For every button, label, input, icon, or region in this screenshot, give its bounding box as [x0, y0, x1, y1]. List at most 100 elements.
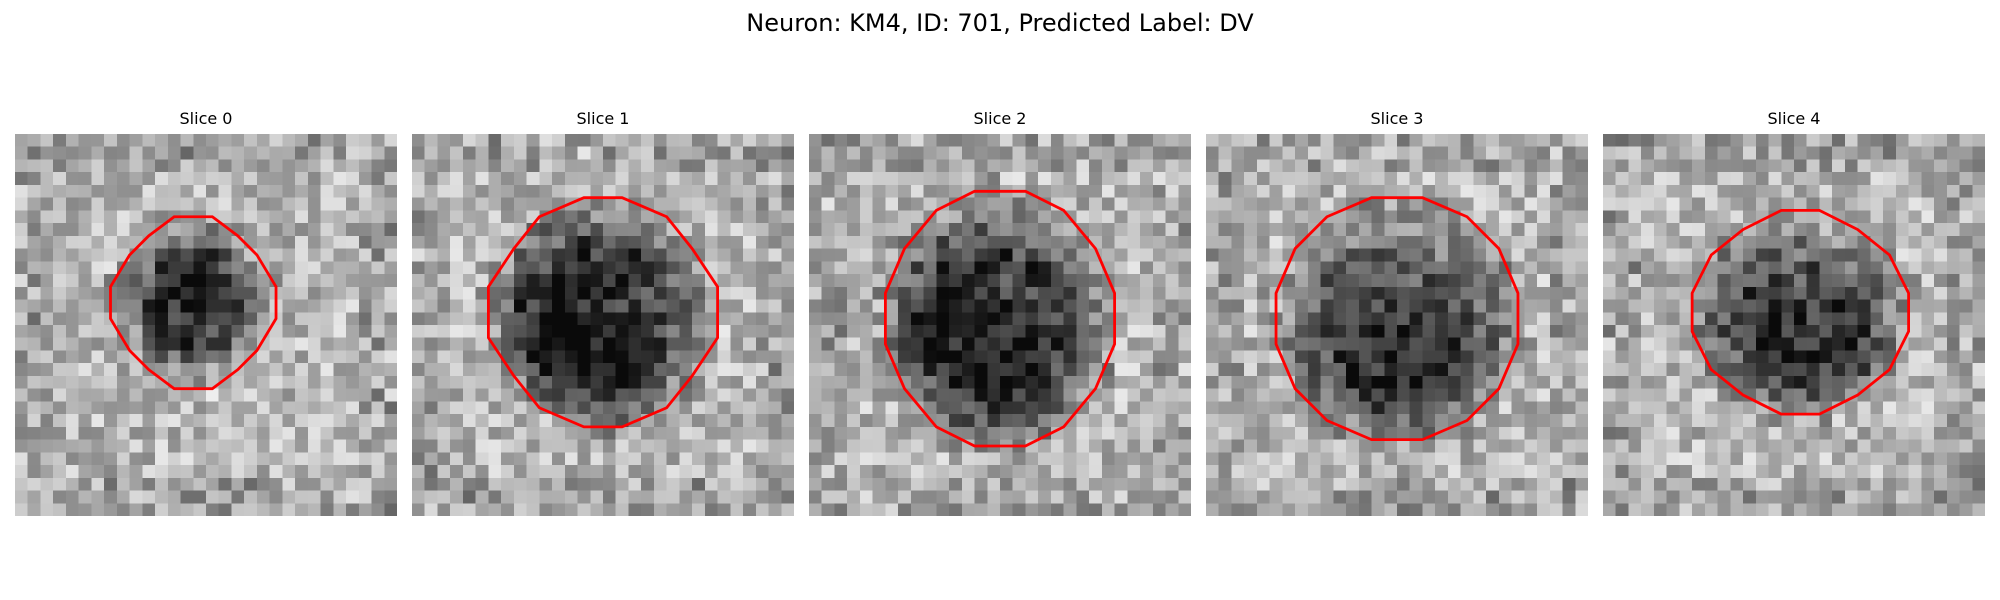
pixel	[1447, 235, 1461, 249]
pixel	[1755, 261, 1769, 275]
pixel	[1152, 426, 1166, 440]
pixel	[1178, 401, 1191, 415]
pixel	[295, 490, 309, 504]
pixel	[155, 146, 169, 160]
pixel	[1806, 210, 1820, 224]
pixel	[142, 465, 156, 479]
pixel	[1435, 477, 1449, 491]
pixel	[1447, 350, 1461, 364]
pixel	[730, 401, 744, 415]
pixel	[129, 503, 143, 516]
pixel	[1101, 184, 1115, 198]
pixel	[1537, 261, 1551, 275]
pixel	[1641, 146, 1655, 160]
pixel	[1063, 439, 1077, 453]
pixel	[1755, 248, 1769, 262]
pixel	[488, 146, 502, 160]
pixel	[1435, 146, 1449, 160]
pixel	[218, 401, 232, 415]
pixel	[155, 350, 169, 364]
pixel	[1628, 465, 1642, 479]
pixel	[1934, 439, 1948, 453]
pixel	[1972, 210, 1985, 224]
pixel	[949, 159, 963, 173]
pixel	[475, 197, 489, 211]
pixel	[1206, 363, 1219, 377]
pixel	[358, 235, 372, 249]
pixel	[231, 299, 245, 313]
pixel	[256, 134, 270, 147]
pixel	[1346, 375, 1360, 389]
pixel	[462, 197, 476, 211]
pixel	[40, 299, 54, 313]
pixel	[1409, 325, 1423, 338]
pixel	[1806, 503, 1820, 516]
slice-panel-3: Slice 3	[1206, 108, 1588, 516]
pixel	[1870, 197, 1884, 211]
pixel	[1295, 452, 1309, 466]
pixel	[1025, 312, 1039, 326]
pixel	[15, 248, 28, 262]
pixel	[1206, 325, 1219, 338]
pixel	[666, 261, 680, 275]
pixel	[1089, 159, 1103, 173]
pixel	[91, 401, 105, 415]
pixel	[936, 388, 950, 402]
pixel	[295, 363, 309, 377]
pixel	[1384, 146, 1398, 160]
pixel	[1114, 426, 1128, 440]
pixel	[1422, 286, 1436, 300]
pixel	[859, 388, 873, 402]
pixel	[1165, 159, 1179, 173]
pixel	[1819, 350, 1833, 364]
pixel	[1140, 337, 1154, 351]
pixel	[847, 414, 861, 428]
pixel	[424, 477, 438, 491]
pixel	[1089, 134, 1103, 147]
pixel	[256, 388, 270, 402]
pixel	[1946, 503, 1960, 516]
pixel	[346, 172, 360, 186]
pixel	[603, 465, 616, 479]
pixel	[923, 235, 937, 249]
pixel	[1333, 363, 1347, 377]
pixel	[180, 184, 194, 198]
pixel	[1473, 375, 1487, 389]
pixel	[1165, 388, 1179, 402]
pixel	[1743, 503, 1757, 516]
pixel	[1870, 299, 1884, 313]
pixel	[116, 197, 130, 211]
pixel	[1641, 274, 1655, 288]
pixel	[1089, 261, 1103, 275]
pixel	[1562, 274, 1576, 288]
pixel	[1946, 414, 1960, 428]
pixel	[1679, 261, 1693, 275]
pixel	[269, 134, 283, 147]
pixel	[1000, 465, 1013, 479]
pixel	[641, 375, 655, 389]
pixel	[1038, 414, 1052, 428]
pixel	[1486, 299, 1500, 313]
pixel	[1679, 197, 1693, 211]
pixel	[1422, 452, 1436, 466]
pixel	[1307, 235, 1321, 249]
pixel	[552, 210, 566, 224]
pixel	[1806, 172, 1820, 186]
pixel	[116, 146, 130, 160]
pixel	[1768, 490, 1782, 504]
pixel	[1333, 235, 1347, 249]
pixel	[1921, 197, 1935, 211]
pixel	[53, 312, 67, 326]
pixel	[1256, 388, 1270, 402]
pixel	[872, 274, 886, 288]
pixel	[40, 337, 54, 351]
pixel	[371, 477, 385, 491]
pixel	[885, 465, 899, 479]
pixel	[437, 452, 451, 466]
pixel	[1653, 210, 1667, 224]
pixel	[501, 223, 515, 237]
pixel	[1972, 235, 1985, 249]
pixel	[1549, 210, 1563, 224]
pixel	[1704, 184, 1718, 198]
pixel	[1562, 261, 1576, 275]
